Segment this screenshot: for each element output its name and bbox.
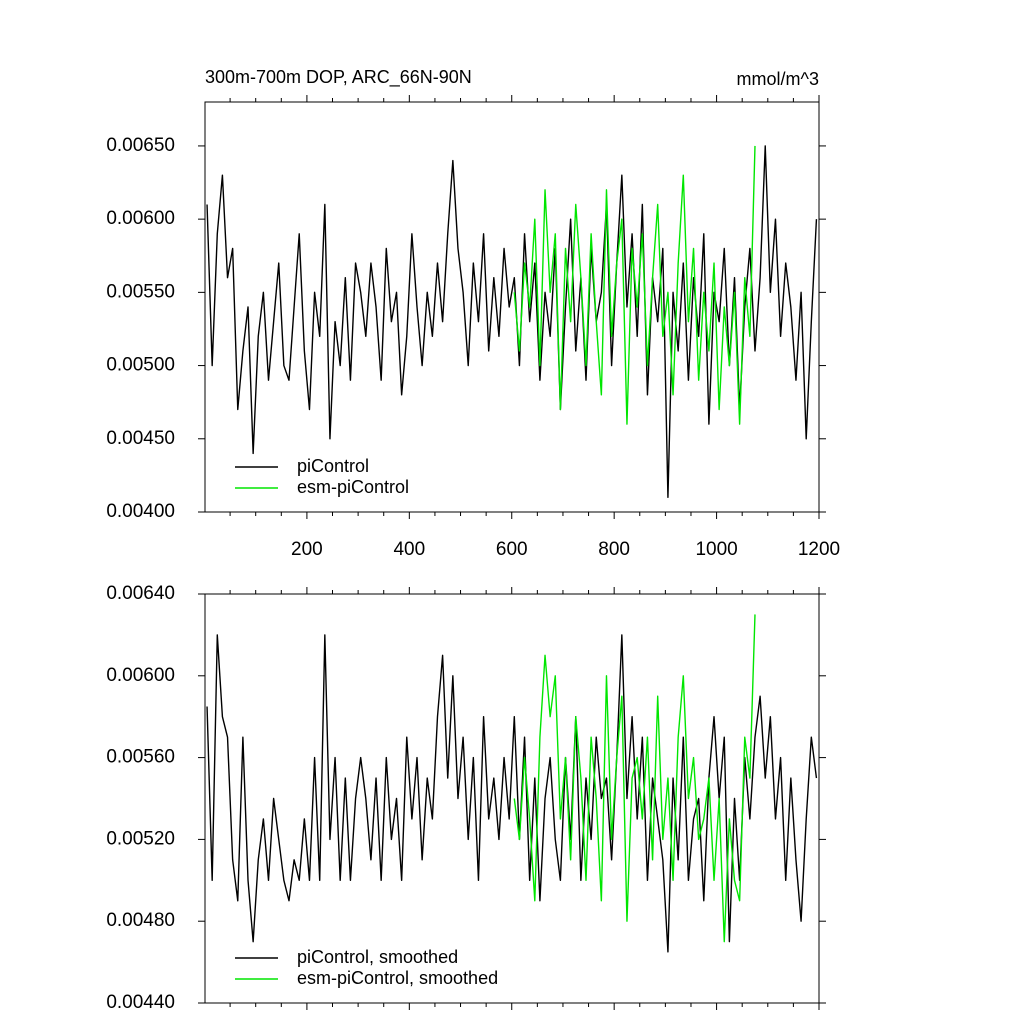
y-tick-label: 0.00600 xyxy=(106,208,175,229)
y-tick-label: 0.00600 xyxy=(106,665,175,686)
y-tick-label: 0.00550 xyxy=(106,281,175,302)
x-tick-label: 1200 xyxy=(798,539,840,560)
series-line xyxy=(513,614,756,943)
y-tick-label: 0.00400 xyxy=(106,501,175,522)
y-tick-label: 0.00650 xyxy=(106,135,175,156)
y-tick-label: 0.00640 xyxy=(106,583,175,604)
x-tick-label: 600 xyxy=(496,539,528,560)
y-tick-label: 0.00500 xyxy=(106,355,175,376)
x-tick-label: 200 xyxy=(291,539,323,560)
units-label: mmol/m^3 xyxy=(737,69,819,89)
legend-label: esm-piControl, smoothed xyxy=(297,968,498,988)
plot-frame xyxy=(204,593,820,1004)
legend-label: piControl xyxy=(297,456,369,476)
legend-label: esm-piControl xyxy=(297,477,409,497)
x-tick-label: 400 xyxy=(393,539,425,560)
y-tick-label: 0.00480 xyxy=(106,910,175,931)
chart-title: 300m-700m DOP, ARC_66N-90N xyxy=(205,67,472,88)
y-tick-label: 0.00440 xyxy=(106,992,175,1013)
legend-label: piControl, smoothed xyxy=(297,947,458,967)
x-tick-label: 800 xyxy=(598,539,630,560)
y-tick-label: 0.00560 xyxy=(106,747,175,768)
series-line xyxy=(206,634,818,953)
y-tick-label: 0.00450 xyxy=(106,428,175,449)
x-tick-label: 1000 xyxy=(695,539,737,560)
series-line xyxy=(513,145,756,425)
y-tick-label: 0.00520 xyxy=(106,828,175,849)
